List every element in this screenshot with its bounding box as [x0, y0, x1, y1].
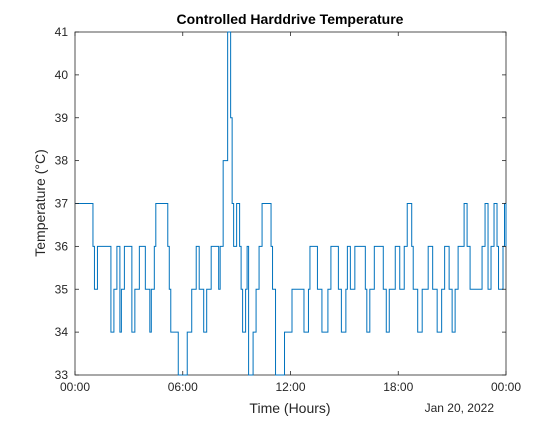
x-tick-label-0: 00:00: [60, 380, 90, 394]
y-tick-label-0: 33: [55, 368, 69, 382]
y-tick-label-3: 36: [55, 239, 69, 253]
y-tick-label-2: 35: [55, 282, 69, 296]
y-tick-label-5: 38: [55, 154, 69, 168]
chart-title: Controlled Harddrive Temperature: [177, 11, 404, 27]
y-axis-title: Temperature (°C): [32, 149, 48, 257]
axis-layer: 33 34 35 36 37 38 39 40 41 00:00 06:00 12:00 18:00 00…: [55, 25, 522, 394]
x-tick-label-2: 12:00: [275, 380, 305, 394]
y-tick-label-4: 37: [55, 197, 69, 211]
y-tick-label-8: 41: [55, 25, 69, 39]
series-layer: [75, 31, 507, 376]
x-tick-label-4: 00:00: [491, 380, 521, 394]
y-tick-label-1: 34: [55, 325, 69, 339]
y-tick-label-7: 40: [55, 68, 69, 82]
x-tick-label-1: 06:00: [168, 380, 198, 394]
date-label: Jan 20, 2022: [425, 401, 495, 415]
x-tick-label-3: 18:00: [383, 380, 413, 394]
series-line-0: [75, 31, 507, 376]
x-axis-title: Time (Hours): [249, 400, 330, 416]
plot-area: [74, 31, 507, 376]
y-tick-label-6: 39: [55, 111, 69, 125]
